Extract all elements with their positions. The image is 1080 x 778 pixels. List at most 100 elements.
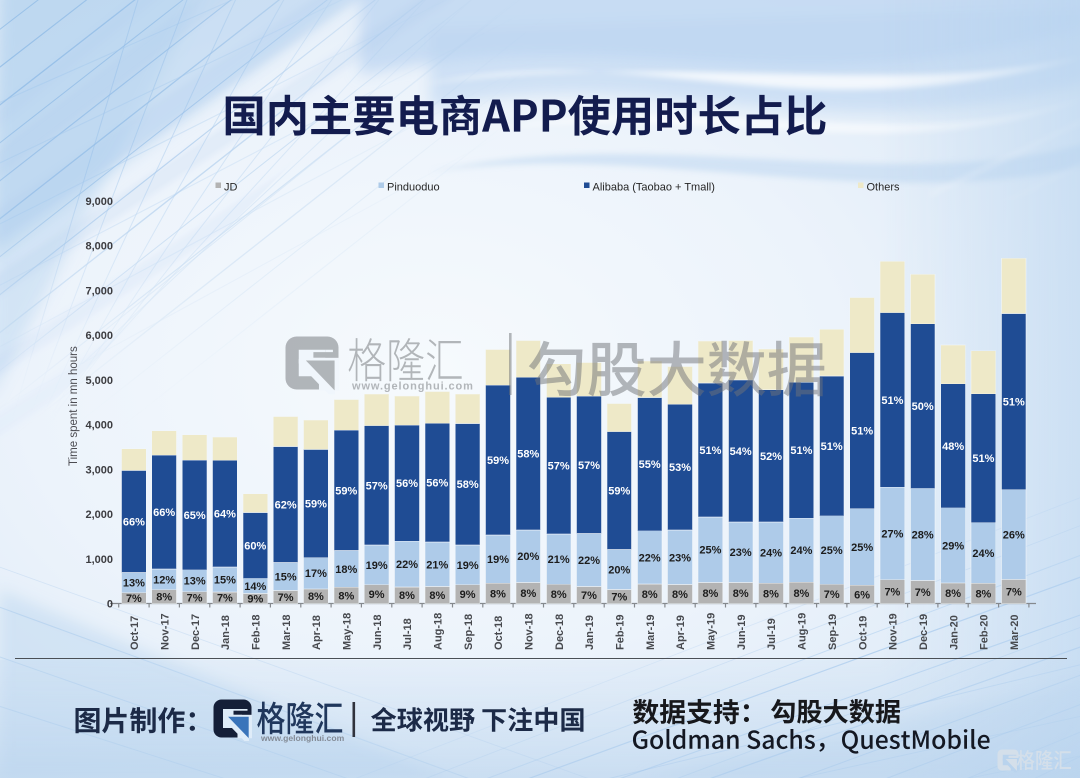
svg-text:Mar-19: Mar-19 bbox=[645, 615, 657, 650]
svg-text:20%: 20% bbox=[517, 551, 539, 563]
svg-text:6,000: 6,000 bbox=[85, 330, 113, 342]
svg-text:7%: 7% bbox=[217, 593, 233, 605]
svg-text:8%: 8% bbox=[490, 588, 506, 600]
svg-text:59%: 59% bbox=[487, 455, 509, 467]
svg-text:Aug-18: Aug-18 bbox=[433, 613, 445, 650]
svg-text:60%: 60% bbox=[244, 540, 266, 552]
svg-text:7%: 7% bbox=[126, 593, 142, 605]
svg-text:25%: 25% bbox=[821, 545, 843, 557]
svg-text:Dec-19: Dec-19 bbox=[918, 614, 930, 650]
svg-text:Nov-17: Nov-17 bbox=[159, 613, 171, 650]
svg-text:8%: 8% bbox=[399, 590, 415, 602]
svg-text:Apr-18: Apr-18 bbox=[311, 615, 323, 650]
svg-text:Sep-19: Sep-19 bbox=[827, 614, 839, 650]
svg-text:57%: 57% bbox=[548, 461, 570, 473]
svg-text:Feb-20: Feb-20 bbox=[979, 615, 991, 650]
svg-text:Others: Others bbox=[867, 182, 901, 194]
svg-text:Aug-19: Aug-19 bbox=[797, 613, 809, 650]
svg-text:Nov-18: Nov-18 bbox=[524, 613, 536, 650]
svg-text:15%: 15% bbox=[275, 571, 297, 583]
svg-text:7%: 7% bbox=[187, 593, 203, 605]
svg-text:55%: 55% bbox=[639, 459, 661, 471]
svg-text:59%: 59% bbox=[305, 499, 327, 511]
svg-text:24%: 24% bbox=[790, 545, 812, 557]
svg-text:26%: 26% bbox=[1003, 530, 1025, 542]
svg-text:8%: 8% bbox=[551, 589, 567, 601]
svg-text:9%: 9% bbox=[460, 589, 476, 601]
svg-text:51%: 51% bbox=[699, 445, 721, 457]
svg-text:51%: 51% bbox=[821, 441, 843, 453]
svg-text:23%: 23% bbox=[669, 552, 691, 564]
svg-text:21%: 21% bbox=[426, 559, 448, 571]
svg-text:13%: 13% bbox=[184, 576, 206, 588]
svg-text:8%: 8% bbox=[733, 588, 749, 600]
svg-text:Jan-18: Jan-18 bbox=[220, 615, 232, 650]
svg-text:Apr-19: Apr-19 bbox=[675, 615, 687, 650]
svg-text:Time spent in mn hours: Time spent in mn hours bbox=[68, 346, 80, 466]
svg-text:7%: 7% bbox=[1006, 586, 1022, 598]
svg-text:7%: 7% bbox=[611, 592, 627, 604]
svg-text:57%: 57% bbox=[578, 460, 600, 472]
svg-text:54%: 54% bbox=[730, 446, 752, 458]
svg-text:62%: 62% bbox=[275, 499, 297, 511]
svg-text:56%: 56% bbox=[426, 478, 448, 490]
svg-text:Oct-18: Oct-18 bbox=[493, 616, 505, 650]
svg-text:Dec-18: Dec-18 bbox=[554, 614, 566, 650]
svg-text:9%: 9% bbox=[247, 594, 263, 606]
svg-text:1,000: 1,000 bbox=[85, 554, 113, 566]
svg-text:28%: 28% bbox=[912, 529, 934, 541]
svg-text:Nov-19: Nov-19 bbox=[888, 613, 900, 650]
svg-text:59%: 59% bbox=[335, 485, 357, 497]
svg-text:50%: 50% bbox=[912, 401, 934, 413]
svg-text:7%: 7% bbox=[915, 587, 931, 599]
svg-text:59%: 59% bbox=[608, 486, 630, 498]
svg-text:Oct-17: Oct-17 bbox=[129, 616, 141, 650]
svg-text:51%: 51% bbox=[851, 426, 873, 438]
svg-text:JD: JD bbox=[224, 182, 238, 194]
svg-text:4,000: 4,000 bbox=[85, 420, 113, 432]
svg-text:51%: 51% bbox=[881, 395, 903, 407]
svg-text:8%: 8% bbox=[156, 592, 172, 604]
svg-text:May-18: May-18 bbox=[342, 613, 354, 650]
svg-text:21%: 21% bbox=[548, 554, 570, 566]
svg-text:Pinduoduo: Pinduoduo bbox=[387, 182, 440, 194]
svg-text:8%: 8% bbox=[793, 588, 809, 600]
svg-text:58%: 58% bbox=[457, 479, 479, 491]
svg-text:8%: 8% bbox=[520, 588, 536, 600]
svg-text:Jun-19: Jun-19 bbox=[736, 615, 748, 650]
svg-text:22%: 22% bbox=[639, 552, 661, 564]
svg-text:51%: 51% bbox=[1003, 397, 1025, 409]
svg-text:19%: 19% bbox=[487, 554, 509, 566]
svg-text:8%: 8% bbox=[672, 589, 688, 601]
svg-text:Feb-19: Feb-19 bbox=[615, 615, 627, 650]
svg-text:22%: 22% bbox=[396, 559, 418, 571]
svg-text:Mar-20: Mar-20 bbox=[1009, 615, 1021, 650]
svg-text:Oct-19: Oct-19 bbox=[857, 616, 869, 650]
svg-text:Feb-18: Feb-18 bbox=[251, 615, 263, 650]
svg-text:64%: 64% bbox=[214, 509, 236, 521]
svg-text:3,000: 3,000 bbox=[85, 464, 113, 476]
svg-text:0: 0 bbox=[107, 599, 113, 611]
svg-text:22%: 22% bbox=[578, 555, 600, 567]
svg-text:Jul-19: Jul-19 bbox=[766, 618, 778, 650]
svg-text:7%: 7% bbox=[581, 590, 597, 602]
svg-text:56%: 56% bbox=[396, 478, 418, 490]
svg-text:51%: 51% bbox=[972, 453, 994, 465]
svg-text:7%: 7% bbox=[824, 589, 840, 601]
svg-text:8%: 8% bbox=[338, 590, 354, 602]
svg-text:8%: 8% bbox=[429, 590, 445, 602]
svg-text:May-19: May-19 bbox=[706, 613, 718, 650]
svg-text:12%: 12% bbox=[153, 574, 175, 586]
svg-text:51%: 51% bbox=[790, 445, 812, 457]
svg-text:7,000: 7,000 bbox=[85, 286, 113, 298]
svg-text:52%: 52% bbox=[760, 451, 782, 463]
svg-text:9%: 9% bbox=[369, 589, 385, 601]
svg-text:Jan-19: Jan-19 bbox=[584, 615, 596, 650]
svg-text:25%: 25% bbox=[851, 542, 873, 554]
svg-text:27%: 27% bbox=[881, 528, 903, 540]
svg-text:25%: 25% bbox=[699, 545, 721, 557]
svg-text:Sep-18: Sep-18 bbox=[463, 614, 475, 650]
svg-text:5,000: 5,000 bbox=[85, 375, 113, 387]
svg-text:8%: 8% bbox=[702, 588, 718, 600]
svg-text:Alibaba (Taobao + Tmall): Alibaba (Taobao + Tmall) bbox=[593, 182, 715, 194]
